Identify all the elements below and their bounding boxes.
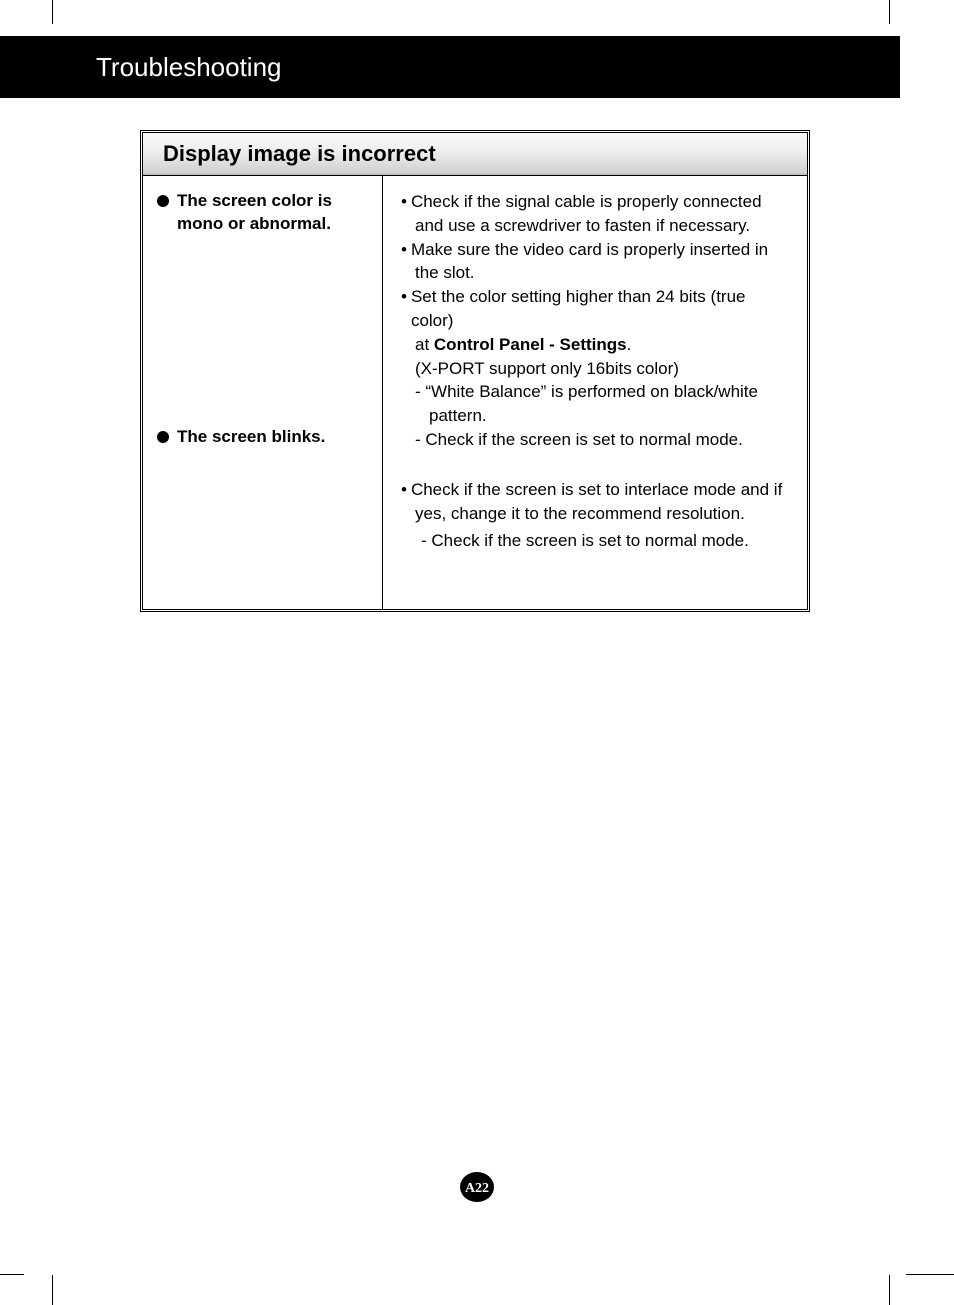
solution-text: at Control Panel - Settings. [401, 333, 789, 357]
solution-text: . [627, 335, 632, 354]
symptom-label: The screen color is mono or abnormal. [177, 190, 372, 236]
solution-text: Make sure the video card is properly ins… [411, 238, 768, 262]
svg-text:A22: A22 [465, 1181, 489, 1196]
bullet-icon: • [401, 190, 407, 214]
page-number-badge: A22 [459, 1169, 495, 1205]
solution-text: yes, change it to the recommend resoluti… [401, 502, 789, 526]
crop-mark [889, 0, 890, 24]
crop-mark [52, 0, 53, 24]
solution-block: •Check if the screen is set to interlace… [401, 478, 789, 553]
crop-mark [889, 1275, 890, 1305]
bullet-icon [157, 431, 169, 443]
solution-text: the slot. [401, 261, 789, 285]
symptoms-column: The screen color is mono or abnormal. Th… [143, 176, 383, 609]
solution-text: - Check if the screen is set to normal m… [401, 529, 789, 553]
section-title: Display image is incorrect [143, 133, 807, 176]
bullet-icon: • [401, 478, 407, 502]
solution-block: •Check if the signal cable is properly c… [401, 190, 789, 452]
solution-text: Set the color setting higher than 24 bit… [411, 285, 789, 333]
solution-text: (X-PORT support only 16bits color) [401, 357, 789, 381]
solution-text: at [415, 335, 434, 354]
solution-text-bold: Control Panel - Settings [434, 335, 627, 354]
bullet-icon: • [401, 285, 407, 333]
symptom-item: The screen color is mono or abnormal. [157, 190, 372, 236]
solution-text: and use a screwdriver to fasten if neces… [401, 214, 789, 238]
solution-text: - “White Balance” is performed on black/… [401, 380, 789, 404]
bullet-icon [157, 195, 169, 207]
bullet-icon: • [401, 238, 407, 262]
page-title: Troubleshooting [96, 52, 282, 83]
solution-text: pattern. [401, 404, 789, 428]
symptom-label: The screen blinks. [177, 426, 325, 449]
troubleshooting-table: Display image is incorrect The screen co… [140, 130, 810, 612]
solutions-column: •Check if the signal cable is properly c… [383, 176, 807, 609]
solution-text: - Check if the screen is set to normal m… [401, 428, 789, 452]
solution-text: Check if the signal cable is properly co… [411, 190, 762, 214]
symptom-item: The screen blinks. [157, 426, 372, 449]
solution-text: Check if the screen is set to interlace … [411, 478, 782, 502]
crop-mark [0, 1274, 24, 1275]
page-header: Troubleshooting [0, 36, 900, 98]
table-body: The screen color is mono or abnormal. Th… [143, 176, 807, 609]
crop-mark [52, 1275, 53, 1305]
crop-mark [906, 1274, 954, 1275]
spacer [157, 254, 372, 426]
